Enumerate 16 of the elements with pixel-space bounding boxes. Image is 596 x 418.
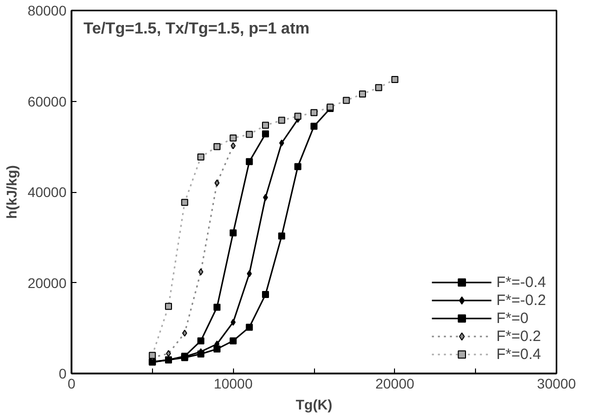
legend-label: F*=0.4 xyxy=(496,345,542,363)
legend-label: F*=0.2 xyxy=(496,327,542,345)
y-tick-label: 60000 xyxy=(28,93,67,110)
legend-label: F*=-0.2 xyxy=(496,291,546,309)
y-axis-title: h(kJ/kg) xyxy=(4,165,20,219)
x-tick-label: 10000 xyxy=(214,376,253,392)
legend-label: F*=-0.4 xyxy=(496,273,546,291)
y-tick-label: 40000 xyxy=(28,184,67,200)
y-tick-label: 0 xyxy=(58,366,67,382)
legend-label: F*=0 xyxy=(496,309,528,327)
text: Te/Tg=1.5, Tx/Tg=1.5, p=1 atm xyxy=(84,20,310,38)
x-axis-title: Tg(K) xyxy=(296,396,332,412)
x-tick-label: 30000 xyxy=(537,376,576,392)
y-tick-label: 20000 xyxy=(28,274,67,291)
y-tick-label: 80000 xyxy=(28,2,67,18)
x-tick-label: 20000 xyxy=(375,376,415,392)
